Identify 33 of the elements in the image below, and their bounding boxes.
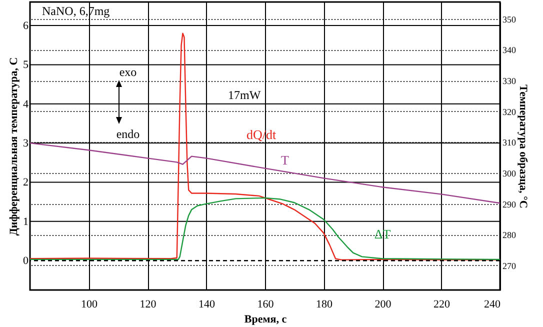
y-tick-label: 6 [23, 20, 29, 32]
annotation: 17mW [228, 88, 262, 102]
y2-tick-label: 320 [502, 106, 516, 117]
series-label: T [281, 152, 290, 168]
x-tick-label: 240 [484, 298, 501, 310]
y2-tick-label: 350 [502, 14, 516, 24]
annotation: endo [116, 127, 140, 141]
y2-tick-label: 310 [502, 138, 516, 148]
y2-tick-label: 300 [502, 168, 516, 178]
y2-tick-label: 290 [502, 199, 516, 210]
x-tick-label: 220 [434, 298, 450, 310]
x-tick-label: 180 [316, 298, 333, 310]
annotation: exo [119, 65, 137, 79]
y-tick-label: 1 [23, 216, 28, 228]
y2-tick-label: 340 [502, 45, 516, 56]
y-tick-label: 4 [23, 98, 29, 110]
y-tick-label: 3 [23, 138, 29, 150]
x-tick-label: 160 [257, 298, 274, 310]
y2-tick-label: 330 [502, 76, 516, 86]
y2-tick-label: 280 [502, 230, 516, 240]
line-series [29, 197, 501, 260]
y2-tick-label: 270 [502, 260, 516, 271]
line-series [29, 142, 501, 204]
y-tick-label: 5 [23, 59, 29, 72]
x-tick-label: 100 [81, 298, 98, 310]
y-tick-label: 2 [23, 176, 28, 189]
x-tick-label: 120 [140, 298, 157, 310]
y-axis-title: Дифференциальная температура, С [8, 57, 20, 236]
x-tick-label: 140 [198, 298, 216, 310]
x-tick-label: 200 [374, 298, 392, 310]
y-tick-label: 0 [23, 255, 29, 268]
y2-axis-title: Температура образца, °С [517, 84, 529, 208]
x-axis-title: Время, с [244, 314, 287, 326]
